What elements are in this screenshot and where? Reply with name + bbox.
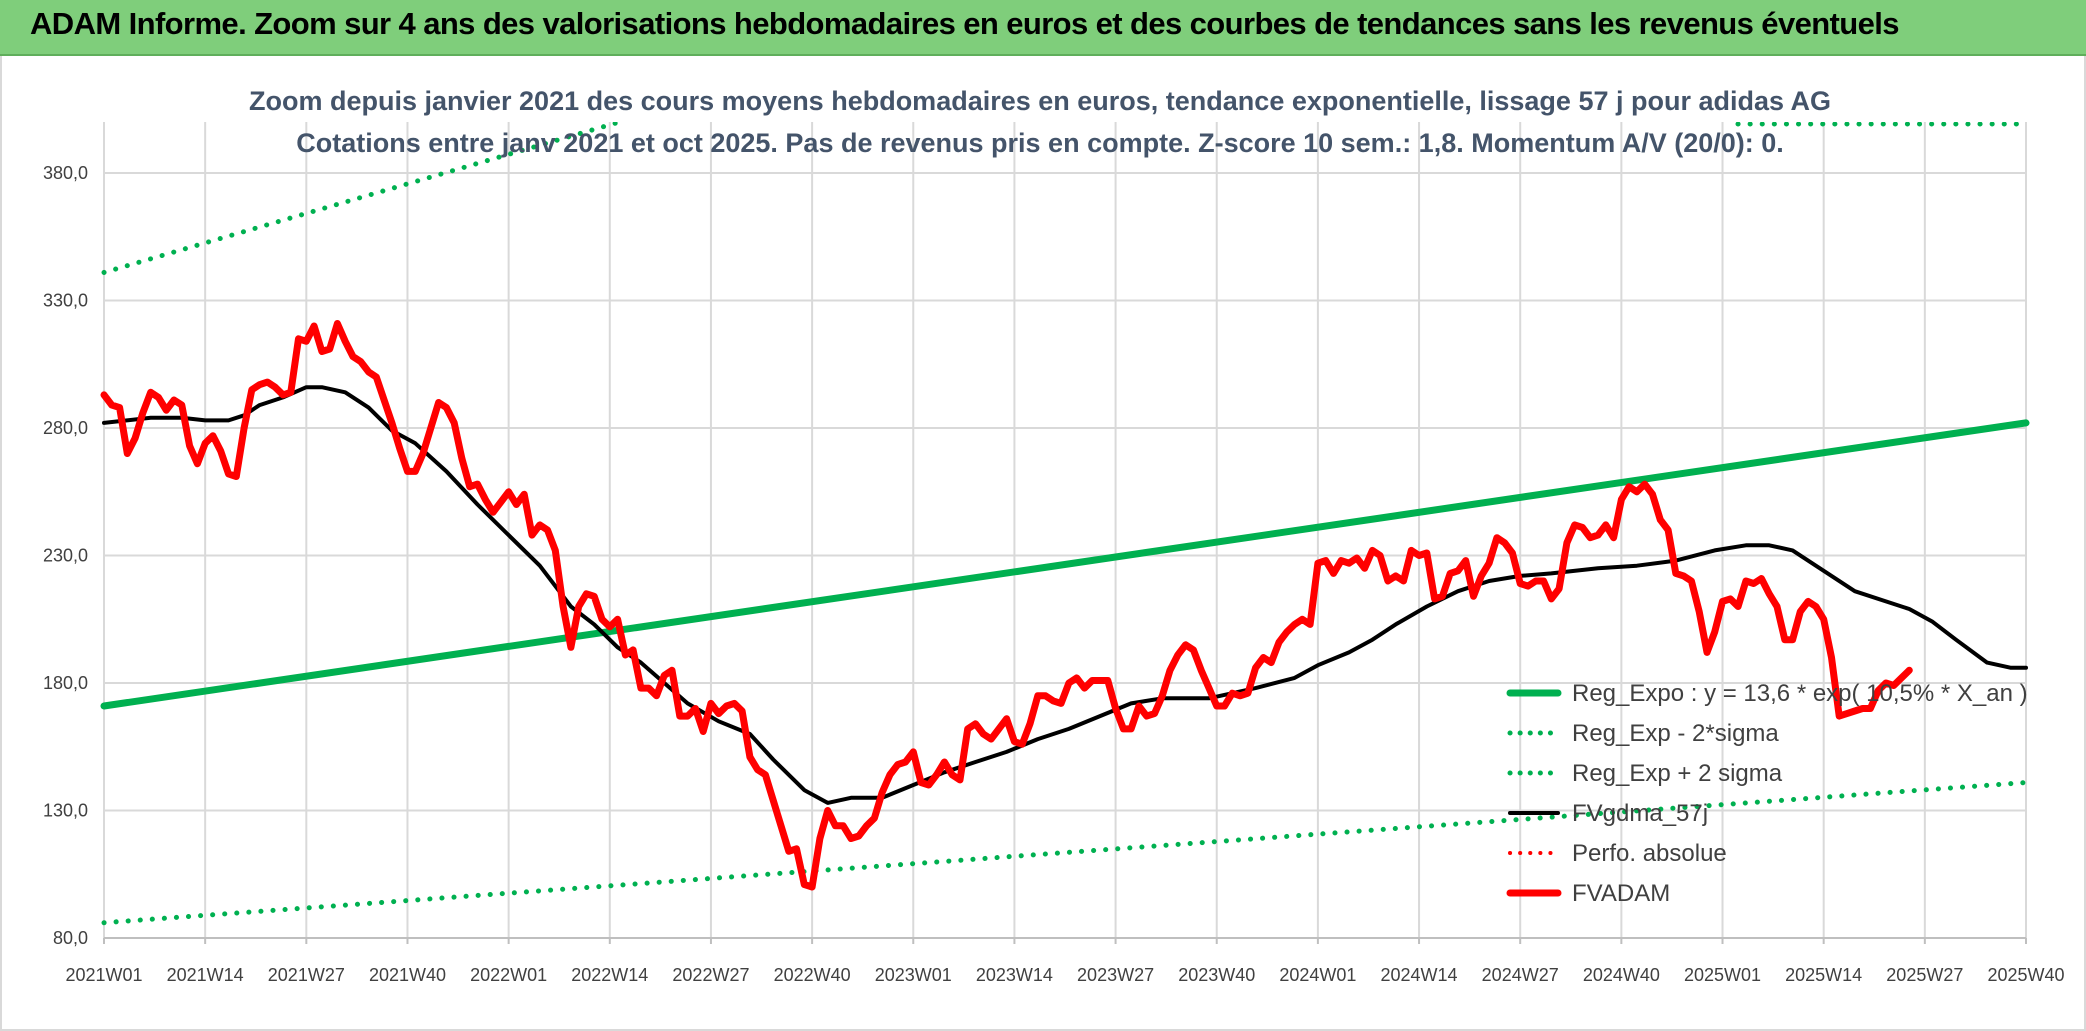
legend-item: FVgdma_57j — [1508, 800, 1708, 827]
x-tick-label: 2025W40 — [1987, 965, 2064, 985]
grid-layer — [103, 122, 2027, 939]
series-fvadam — [100, 320, 1913, 891]
chart-title-line1: Zoom depuis janvier 2021 des cours moyen… — [249, 86, 1831, 116]
report-title: ADAM Informe. Zoom sur 4 ans des valoris… — [30, 6, 1900, 41]
series-fvgdma-57j — [102, 385, 2028, 805]
report-banner: ADAM Informe. Zoom sur 4 ans des valoris… — [0, 0, 2086, 56]
y-tick-label: 180,0 — [43, 673, 88, 693]
legend-item: Perfo. absolue — [1508, 840, 1727, 867]
x-tick-label: 2025W01 — [1684, 965, 1761, 985]
legend-item: FVADAM — [1506, 880, 1670, 907]
legend-item: Reg_Exp + 2 sigma — [1507, 760, 1783, 787]
series-layer — [100, 122, 2030, 926]
x-tick-label: 2021W40 — [369, 965, 446, 985]
y-tick-label: 330,0 — [43, 291, 88, 311]
x-tick-label: 2023W40 — [1178, 965, 1255, 985]
x-tick-label: 2022W14 — [571, 965, 648, 985]
legend-label: Reg_Exp - 2*sigma — [1572, 720, 1779, 747]
series-reg-exp-2-sigma — [101, 780, 2029, 926]
y-tick-label: 380,0 — [43, 163, 88, 183]
axis-layer: 80,0 130,0 180,0 230,0 280,0 330,0 380,0 2021W0… — [43, 163, 2065, 985]
x-tick-label: 2024W40 — [1583, 965, 1660, 985]
legend-label: Reg_Expo : y = 13,6 * exp( 10,5% * X_an … — [1572, 680, 2028, 707]
series-reg-exp-2-sigma — [101, 122, 622, 275]
x-tick-label: 2025W27 — [1886, 965, 1963, 985]
x-tick-label: 2024W14 — [1381, 965, 1458, 985]
x-tick-label: 2025W14 — [1785, 965, 1862, 985]
legend: Reg_Expo : y = 13,6 * exp( 10,5% * X_an … — [1506, 680, 2028, 907]
legend-label: FVgdma_57j — [1572, 800, 1708, 827]
series-reg-expo-y-13-6-exp-10-5-x-an — [100, 419, 2030, 710]
legend-label: Perfo. absolue — [1572, 840, 1727, 867]
x-tick-label: 2021W27 — [268, 965, 345, 985]
legend-item: Reg_Expo : y = 13,6 * exp( 10,5% * X_an … — [1506, 680, 2028, 707]
legend-label: Reg_Exp + 2 sigma — [1572, 760, 1783, 787]
x-tick-label: 2023W27 — [1077, 965, 1154, 985]
chart-frame — [0, 56, 2086, 1031]
x-tick-label: 2021W01 — [65, 965, 142, 985]
x-tick-label: 2023W14 — [976, 965, 1053, 985]
x-tick-label: 2022W40 — [774, 965, 851, 985]
x-tick-label: 2022W01 — [470, 965, 547, 985]
x-tick-label: 2021W14 — [167, 965, 244, 985]
y-tick-label: 130,0 — [43, 801, 88, 821]
y-tick-label: 280,0 — [43, 418, 88, 438]
x-tick-label: 2024W01 — [1279, 965, 1356, 985]
legend-label: FVADAM — [1572, 880, 1670, 907]
x-tick-label: 2022W27 — [672, 965, 749, 985]
y-tick-label: 230,0 — [43, 546, 88, 566]
chart-title-line2: Cotations entre janv 2021 et oct 2025. P… — [296, 128, 1784, 158]
legend-item: Reg_Exp - 2*sigma — [1507, 720, 1779, 747]
x-tick-label: 2023W01 — [875, 965, 952, 985]
x-tick-label: 2024W27 — [1482, 965, 1559, 985]
y-tick-label: 80,0 — [53, 928, 88, 948]
